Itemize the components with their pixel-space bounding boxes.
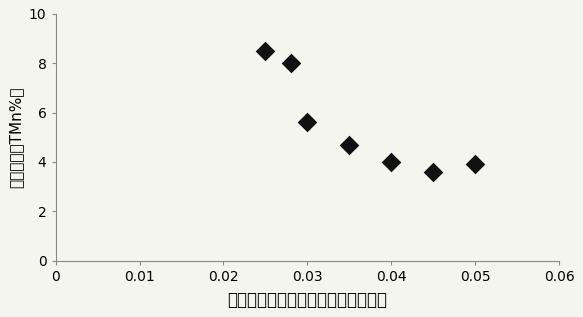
Point <box>303 120 312 125</box>
Y-axis label: 锰泥全锰（TMn%）: 锰泥全锰（TMn%） <box>8 87 23 188</box>
Point <box>345 142 354 147</box>
Point <box>286 61 295 66</box>
Point <box>470 162 480 167</box>
X-axis label: 硫铁矿加入量（与焙烧锰粉重量比）: 硫铁矿加入量（与焙烧锰粉重量比） <box>227 291 388 309</box>
Point <box>387 159 396 165</box>
Point <box>261 48 270 53</box>
Point <box>429 169 438 174</box>
